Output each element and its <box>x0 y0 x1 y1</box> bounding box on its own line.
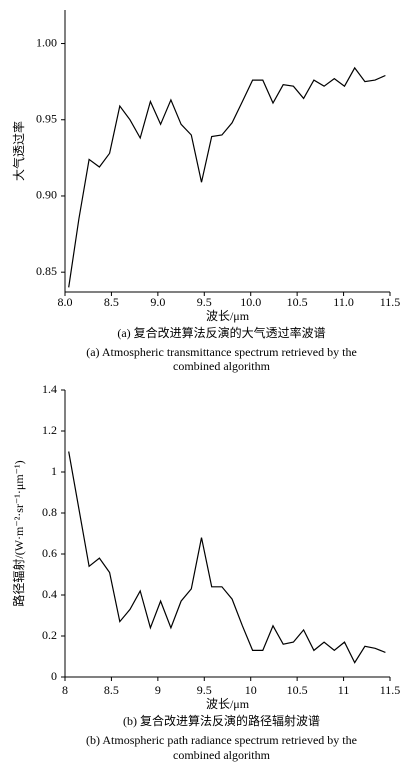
y-tick-label: 1.2 <box>42 423 57 437</box>
x-tick-label: 8.0 <box>58 295 73 309</box>
x-tick-label: 9.0 <box>150 295 165 309</box>
y-tick-label: 0.6 <box>42 546 57 560</box>
y-tick-label: 0.8 <box>42 505 57 519</box>
caption: (b) 复合改进算法反演的路径辐射波谱 <box>123 713 320 728</box>
y-tick-label: 0.2 <box>42 628 57 642</box>
caption: combined algorithm <box>173 359 271 373</box>
x-tick-label: 11.5 <box>380 683 401 697</box>
y-tick-label: 0.90 <box>36 188 57 202</box>
x-tick-label: 8.5 <box>104 683 119 697</box>
y-axis-label: 路径辐射/(W·m⁻²·sr⁻¹·μm⁻¹) <box>11 460 26 606</box>
x-tick-label: 11.0 <box>333 295 354 309</box>
x-tick-label: 11.5 <box>380 295 401 309</box>
y-tick-label: 0.85 <box>36 264 57 278</box>
x-tick-label: 8.5 <box>104 295 119 309</box>
y-axis-label: 大气透过率 <box>11 121 26 181</box>
x-tick-label: 9.5 <box>197 295 212 309</box>
x-tick-label: 9 <box>155 683 161 697</box>
caption: (b) Atmospheric path radiance spectrum r… <box>86 733 357 747</box>
y-tick-label: 0 <box>51 669 57 683</box>
x-tick-label: 10.5 <box>287 683 308 697</box>
caption: combined algorithm <box>173 748 271 762</box>
x-axis-label: 波长/μm <box>206 697 250 711</box>
data-line <box>68 66 386 288</box>
x-tick-label: 10.5 <box>287 295 308 309</box>
y-tick-label: 1 <box>51 464 57 478</box>
caption: (a) 复合改进算法反演的大气透过率波谱 <box>117 325 325 340</box>
caption: (a) Atmospheric transmittance spectrum r… <box>86 345 357 359</box>
data-line <box>68 451 386 664</box>
y-tick-label: 1.00 <box>36 35 57 49</box>
y-tick-label: 1.4 <box>42 382 57 396</box>
x-tick-label: 9.5 <box>197 683 212 697</box>
x-tick-label: 10 <box>245 683 257 697</box>
y-tick-label: 0.95 <box>36 112 57 126</box>
x-tick-label: 10.0 <box>240 295 261 309</box>
x-tick-label: 11 <box>338 683 350 697</box>
x-tick-label: 8 <box>62 683 68 697</box>
y-tick-label: 0.4 <box>42 587 57 601</box>
x-axis-label: 波长/μm <box>206 309 250 323</box>
